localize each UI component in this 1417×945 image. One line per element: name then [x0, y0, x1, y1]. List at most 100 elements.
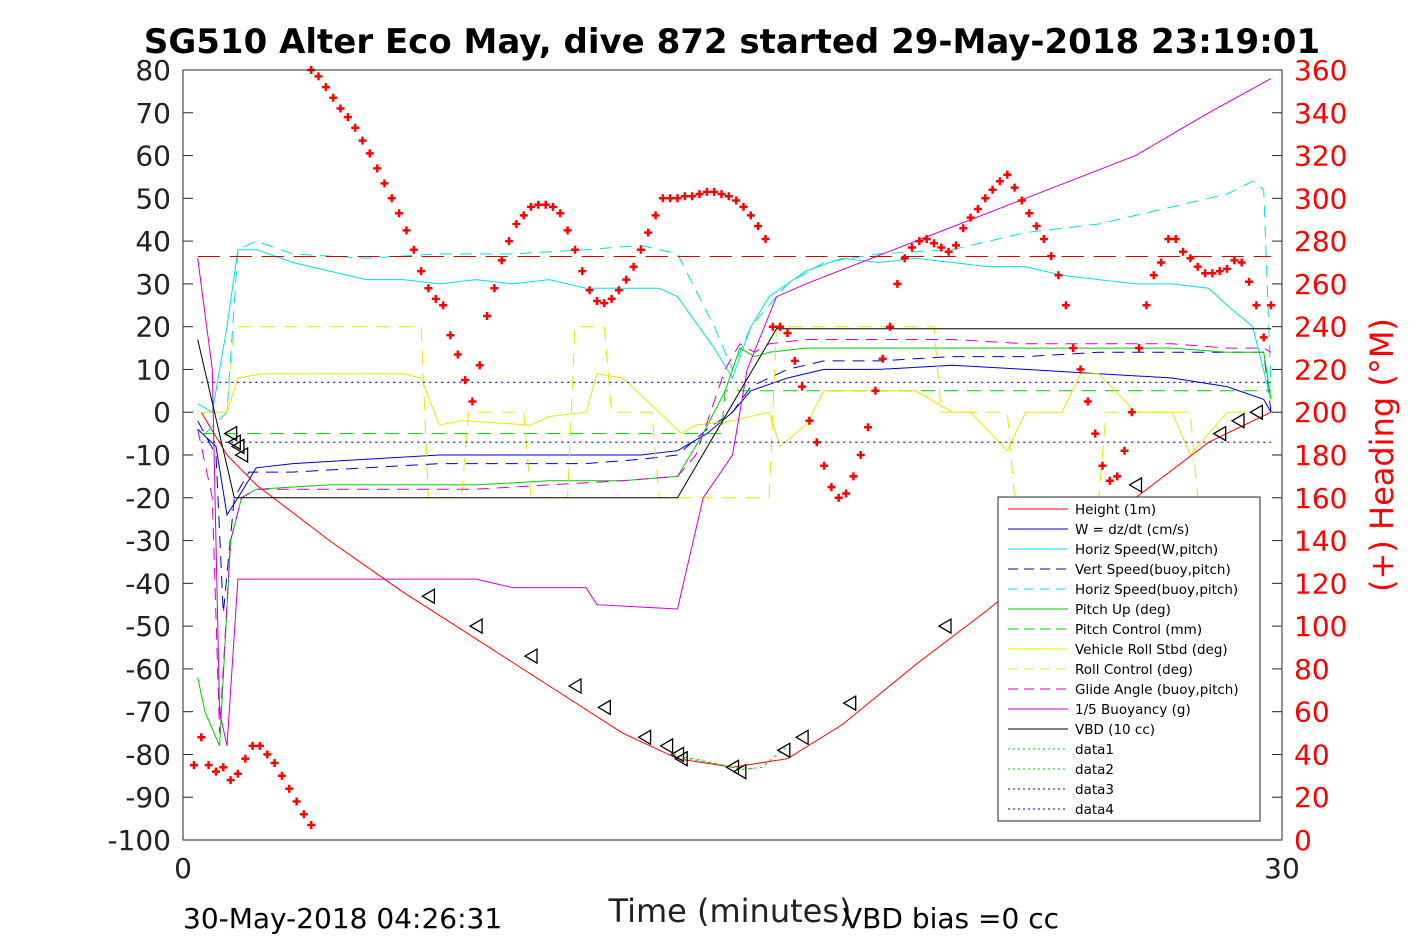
right-axis: 3603403203002802602402202001801601401201… — [1272, 54, 1347, 857]
heading-point — [1105, 476, 1114, 485]
legend-label: Horiz Speed(W,pitch) — [1075, 542, 1218, 558]
y2-tick-label: 140 — [1294, 525, 1347, 558]
y-tick-label: 50 — [135, 182, 171, 215]
heading-layer — [190, 66, 1275, 829]
height-marker — [732, 763, 747, 780]
heading-point — [197, 733, 206, 742]
legend-label: 1/5 Buoyancy (g) — [1075, 702, 1191, 718]
series-glide — [197, 339, 1272, 734]
heading-point — [233, 769, 242, 778]
bottom-axis: 0 30 — [174, 830, 1300, 885]
y-tick-label: -30 — [125, 525, 171, 558]
heading-point — [959, 224, 968, 233]
left-axis: 80 70 60 50 40 30 20 10 0 -10 -20 -30 -40 -50 -60 -70 -8… — [107, 54, 193, 857]
legend-label: Vert Speed(buoy,pitch) — [1075, 562, 1231, 578]
heading-point — [571, 245, 579, 254]
heading-point — [717, 190, 726, 199]
legend-box — [997, 496, 1261, 822]
height-marker — [421, 588, 436, 605]
legend-label: Horiz Speed(buoy,pitch) — [1075, 582, 1238, 598]
height-marker — [523, 647, 538, 665]
y2-tick-label: 360 — [1294, 54, 1347, 87]
heading-point — [666, 194, 675, 203]
y-tick-label: 80 — [135, 54, 171, 87]
y2-tick-label: 260 — [1294, 268, 1347, 301]
heading-point — [321, 83, 330, 92]
heading-point — [761, 235, 770, 243]
heading-point — [1171, 235, 1180, 243]
legend-label: Roll Control (deg) — [1075, 662, 1193, 678]
heading-point — [783, 329, 792, 338]
heading-point — [1215, 267, 1224, 276]
x-axis-label: Time (minutes) — [608, 892, 852, 930]
heading-point — [1252, 301, 1261, 310]
height-marker — [468, 617, 483, 635]
heading-point — [952, 241, 960, 250]
heading-point — [549, 202, 557, 211]
y2-tick-label: 240 — [1294, 311, 1347, 344]
y-tick-label: -70 — [125, 696, 171, 729]
y2-tick-label: 60 — [1294, 696, 1330, 729]
heading-point — [878, 354, 887, 363]
y-tick-label: -40 — [125, 567, 171, 600]
heading-point — [277, 771, 286, 780]
heading-point — [658, 194, 667, 203]
heading-point — [1208, 269, 1217, 278]
x-tick-label: 0 — [174, 852, 192, 885]
y2-tick-label: 120 — [1294, 567, 1347, 600]
heading-point — [900, 254, 909, 263]
heading-point — [1193, 262, 1202, 271]
heading-point — [1237, 258, 1246, 267]
height-marker — [637, 729, 652, 746]
heading-point — [820, 461, 829, 470]
heading-point — [453, 350, 462, 359]
heading-point — [893, 279, 902, 288]
heading-point — [1179, 247, 1188, 256]
heading-point — [424, 284, 433, 293]
heading-point — [395, 209, 404, 218]
heading-point — [886, 322, 894, 331]
heading-point — [358, 136, 367, 145]
heading-point — [644, 228, 653, 237]
y2-tick-label: 0 — [1294, 824, 1312, 857]
heading-point — [842, 489, 851, 498]
heading-point — [973, 205, 982, 213]
heading-point — [812, 438, 821, 447]
height-marker — [1128, 476, 1143, 494]
heading-point — [475, 361, 484, 370]
heading-point — [1047, 252, 1056, 261]
heading-point — [1083, 397, 1092, 406]
legend-label: Pitch Control (mm) — [1075, 622, 1202, 638]
height-marker — [230, 438, 245, 455]
heading-point — [365, 149, 374, 158]
legend-label: W = dz/dt (cm/s) — [1075, 522, 1189, 538]
height-marker — [673, 750, 688, 767]
heading-point — [519, 211, 528, 220]
legend: Height (1m) W = dz/dt (cm/s) Horiz Speed(W… — [997, 496, 1261, 822]
y-tick-label: -10 — [125, 439, 171, 472]
heading-point — [739, 202, 748, 211]
heading-point — [190, 761, 198, 770]
legend-label: data1 — [1075, 742, 1114, 758]
heading-point — [1003, 170, 1012, 179]
series-pitchctl — [201, 390, 1271, 435]
heading-point — [1098, 461, 1107, 470]
heading-point — [1017, 196, 1026, 205]
heading-point — [497, 256, 506, 265]
legend-label: Glide Angle (buoy,pitch) — [1075, 682, 1239, 698]
heading-point — [373, 164, 382, 173]
heading-point — [505, 237, 513, 246]
height-marker — [776, 742, 791, 759]
heading-point — [1267, 301, 1275, 310]
heading-point — [380, 179, 389, 188]
heading-point — [541, 200, 550, 209]
heading-point — [944, 247, 953, 256]
heading-point — [834, 493, 843, 502]
heading-point — [1127, 408, 1136, 417]
heading-point — [981, 194, 990, 203]
heading-point — [534, 200, 543, 209]
heading-point — [314, 72, 323, 81]
heading-point — [849, 472, 858, 481]
height-marker — [567, 677, 582, 695]
height-marker — [1212, 425, 1227, 442]
